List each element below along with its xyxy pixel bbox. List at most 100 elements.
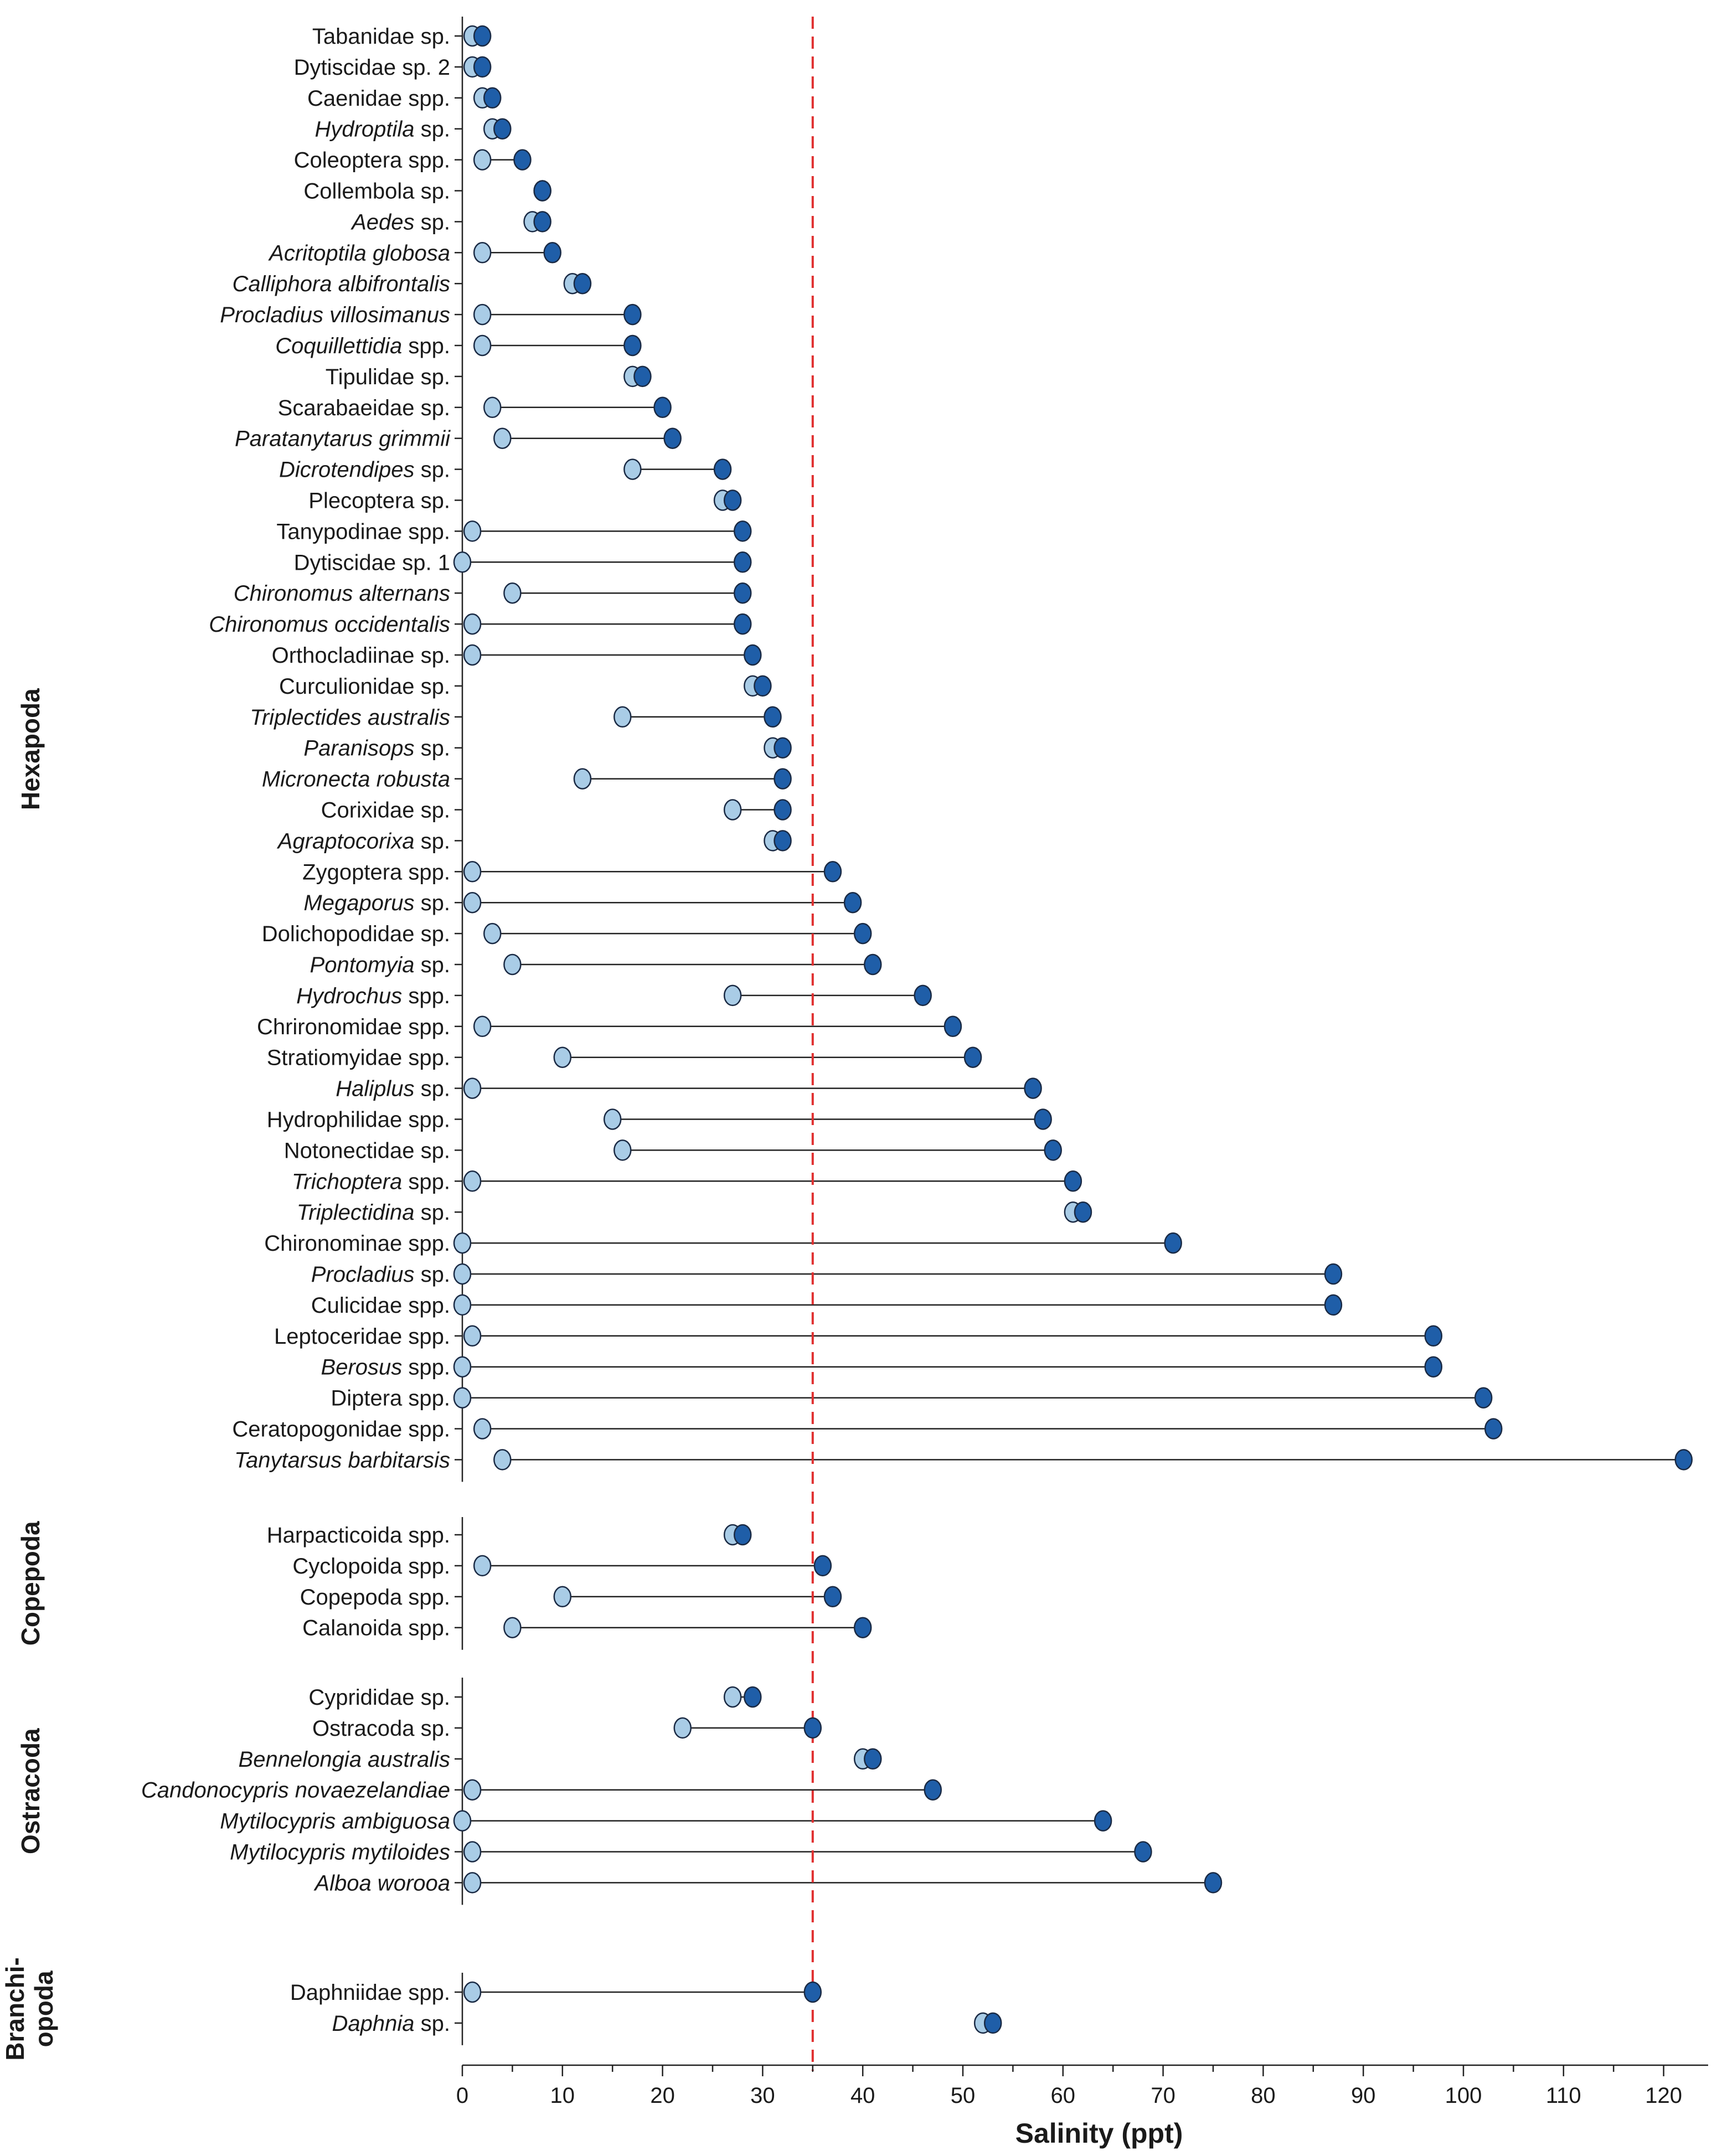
species-label: Scarabaeidae sp. xyxy=(278,396,450,420)
points-layer xyxy=(453,25,1693,2034)
min-salinity-point xyxy=(473,242,492,264)
min-salinity-point xyxy=(463,1841,482,1863)
max-salinity-point xyxy=(843,891,862,914)
min-salinity-point xyxy=(723,984,742,1007)
min-salinity-point xyxy=(473,1418,492,1440)
max-salinity-point xyxy=(1064,1170,1082,1192)
species-label: Stratiomyidae spp. xyxy=(267,1046,450,1070)
max-salinity-point xyxy=(1324,1263,1343,1285)
species-label: Chrironomidae spp. xyxy=(257,1015,450,1039)
species-label: Trichoptera spp. xyxy=(292,1169,450,1194)
max-salinity-point xyxy=(853,922,872,945)
species-label: Haliplus sp. xyxy=(336,1077,450,1101)
max-salinity-point xyxy=(1324,1294,1343,1316)
min-salinity-point xyxy=(723,1686,742,1708)
group-label: Copepoda xyxy=(16,1521,45,1646)
min-salinity-point xyxy=(473,149,492,171)
species-label: Coquillettidia spp. xyxy=(275,334,450,358)
x-tick-label: 50 xyxy=(951,2083,976,2108)
max-salinity-point xyxy=(533,180,551,202)
max-salinity-point xyxy=(774,768,792,790)
group-label: Branchi-opoda xyxy=(1,1957,58,2061)
max-salinity-point xyxy=(733,1524,752,1546)
min-salinity-point xyxy=(473,303,492,326)
x-tick-label: 70 xyxy=(1151,2083,1175,2108)
species-label: Tipulidae sp. xyxy=(326,365,450,389)
species-label: Orthocladiinae sp. xyxy=(272,643,450,668)
max-salinity-point xyxy=(963,1046,982,1068)
species-label: Mytilocypris mytiloides xyxy=(230,1840,450,1865)
max-salinity-point xyxy=(723,489,742,511)
max-salinity-point xyxy=(864,1748,882,1770)
min-salinity-point xyxy=(463,1981,482,2003)
max-salinity-point xyxy=(744,644,762,666)
species-label: Megaporus sp. xyxy=(303,891,450,915)
max-salinity-point xyxy=(764,706,782,728)
max-salinity-point xyxy=(713,458,732,480)
min-salinity-point xyxy=(493,427,512,449)
species-label: Aedes sp. xyxy=(350,210,450,234)
min-salinity-point xyxy=(463,891,482,914)
min-salinity-point xyxy=(453,1263,472,1285)
species-label: Tanytarsus barbitarsis xyxy=(234,1448,450,1472)
max-salinity-point xyxy=(483,87,502,109)
x-tick-label: 40 xyxy=(850,2083,875,2108)
species-label: Paranisops sp. xyxy=(303,736,450,761)
max-salinity-point xyxy=(1094,1810,1112,1832)
max-salinity-point xyxy=(1074,1201,1092,1223)
species-label: Acritoptila globosa xyxy=(268,241,450,265)
min-salinity-point xyxy=(463,520,482,542)
species-label: Caenidae spp. xyxy=(307,86,450,111)
max-salinity-point xyxy=(1204,1872,1223,1894)
max-salinity-point xyxy=(663,427,682,449)
max-salinity-point xyxy=(1164,1232,1182,1254)
max-salinity-point xyxy=(473,25,492,47)
labels-layer: Tabanidae sp. Dytiscidae sp. 2 Caenidae sp… xyxy=(141,24,451,2036)
max-salinity-point xyxy=(733,613,752,635)
group-label: Ostracoda xyxy=(16,1728,45,1854)
max-salinity-point xyxy=(774,737,792,759)
species-label: Paratanytarus grimmii xyxy=(235,427,451,451)
max-salinity-point xyxy=(924,1779,942,1801)
min-salinity-point xyxy=(623,458,642,480)
min-salinity-point xyxy=(723,799,742,821)
species-label: Triplectidina sp. xyxy=(297,1200,450,1225)
species-label: Ceratopogonidae spp. xyxy=(232,1417,450,1442)
species-label: Cyprididae sp. xyxy=(308,1685,450,1710)
species-label: Mytilocypris ambiguosa xyxy=(220,1809,450,1834)
species-label: Calliphora albifrontalis xyxy=(232,272,450,296)
min-salinity-point xyxy=(503,582,522,604)
max-salinity-point xyxy=(774,799,792,821)
x-tick-label: 90 xyxy=(1351,2083,1376,2108)
min-salinity-point xyxy=(463,613,482,635)
max-salinity-point xyxy=(1034,1108,1052,1130)
group-label: Hexapoda xyxy=(16,688,45,810)
min-salinity-point xyxy=(463,644,482,666)
max-salinity-point xyxy=(473,56,492,78)
species-label: Dolichopodidae sp. xyxy=(262,922,450,946)
species-label: Coleoptera spp. xyxy=(294,148,450,173)
x-tick-label: 30 xyxy=(750,2083,775,2108)
axes-layer: 0 10 20 30 40 50 60 70 80 90 100 110 120 xyxy=(455,17,1708,2108)
min-salinity-point xyxy=(493,1449,512,1471)
species-label: Tanypodinae spp. xyxy=(276,519,450,544)
max-salinity-point xyxy=(733,520,752,542)
species-label: Harpacticoida spp. xyxy=(267,1523,450,1548)
connector-layer xyxy=(462,35,1684,2024)
species-label: Pontomyia sp. xyxy=(310,953,450,977)
min-salinity-point xyxy=(453,1356,472,1378)
min-salinity-point xyxy=(473,1015,492,1038)
max-salinity-point xyxy=(653,396,672,419)
species-label: Micronecta robusta xyxy=(262,767,450,792)
species-label: Culicidae spp. xyxy=(311,1293,450,1318)
species-label: Agraptocorixa sp. xyxy=(277,829,450,853)
species-label: Procladius villosimanus xyxy=(220,303,450,327)
species-label: Dytiscidae sp. 1 xyxy=(294,550,450,575)
species-label: Procladius sp. xyxy=(311,1262,450,1287)
species-label: Bennelongia australis xyxy=(239,1747,450,1772)
species-label: Hydroptila sp. xyxy=(314,117,450,142)
min-salinity-point xyxy=(553,1046,572,1068)
max-salinity-point xyxy=(803,1717,822,1739)
min-salinity-point xyxy=(613,1139,632,1161)
